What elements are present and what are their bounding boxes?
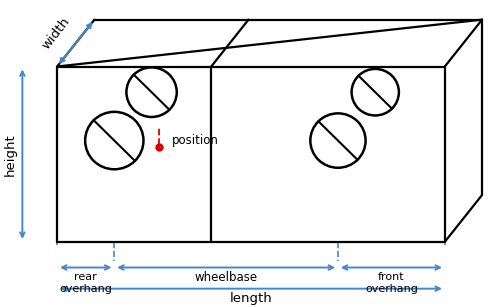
Text: length: length bbox=[230, 292, 272, 305]
Text: wheelbase: wheelbase bbox=[194, 270, 258, 284]
Text: width: width bbox=[39, 14, 72, 52]
Text: rear
overhang: rear overhang bbox=[59, 272, 112, 294]
Text: height: height bbox=[3, 133, 16, 176]
Text: position: position bbox=[171, 134, 218, 147]
Text: front
overhang: front overhang bbox=[365, 272, 418, 294]
